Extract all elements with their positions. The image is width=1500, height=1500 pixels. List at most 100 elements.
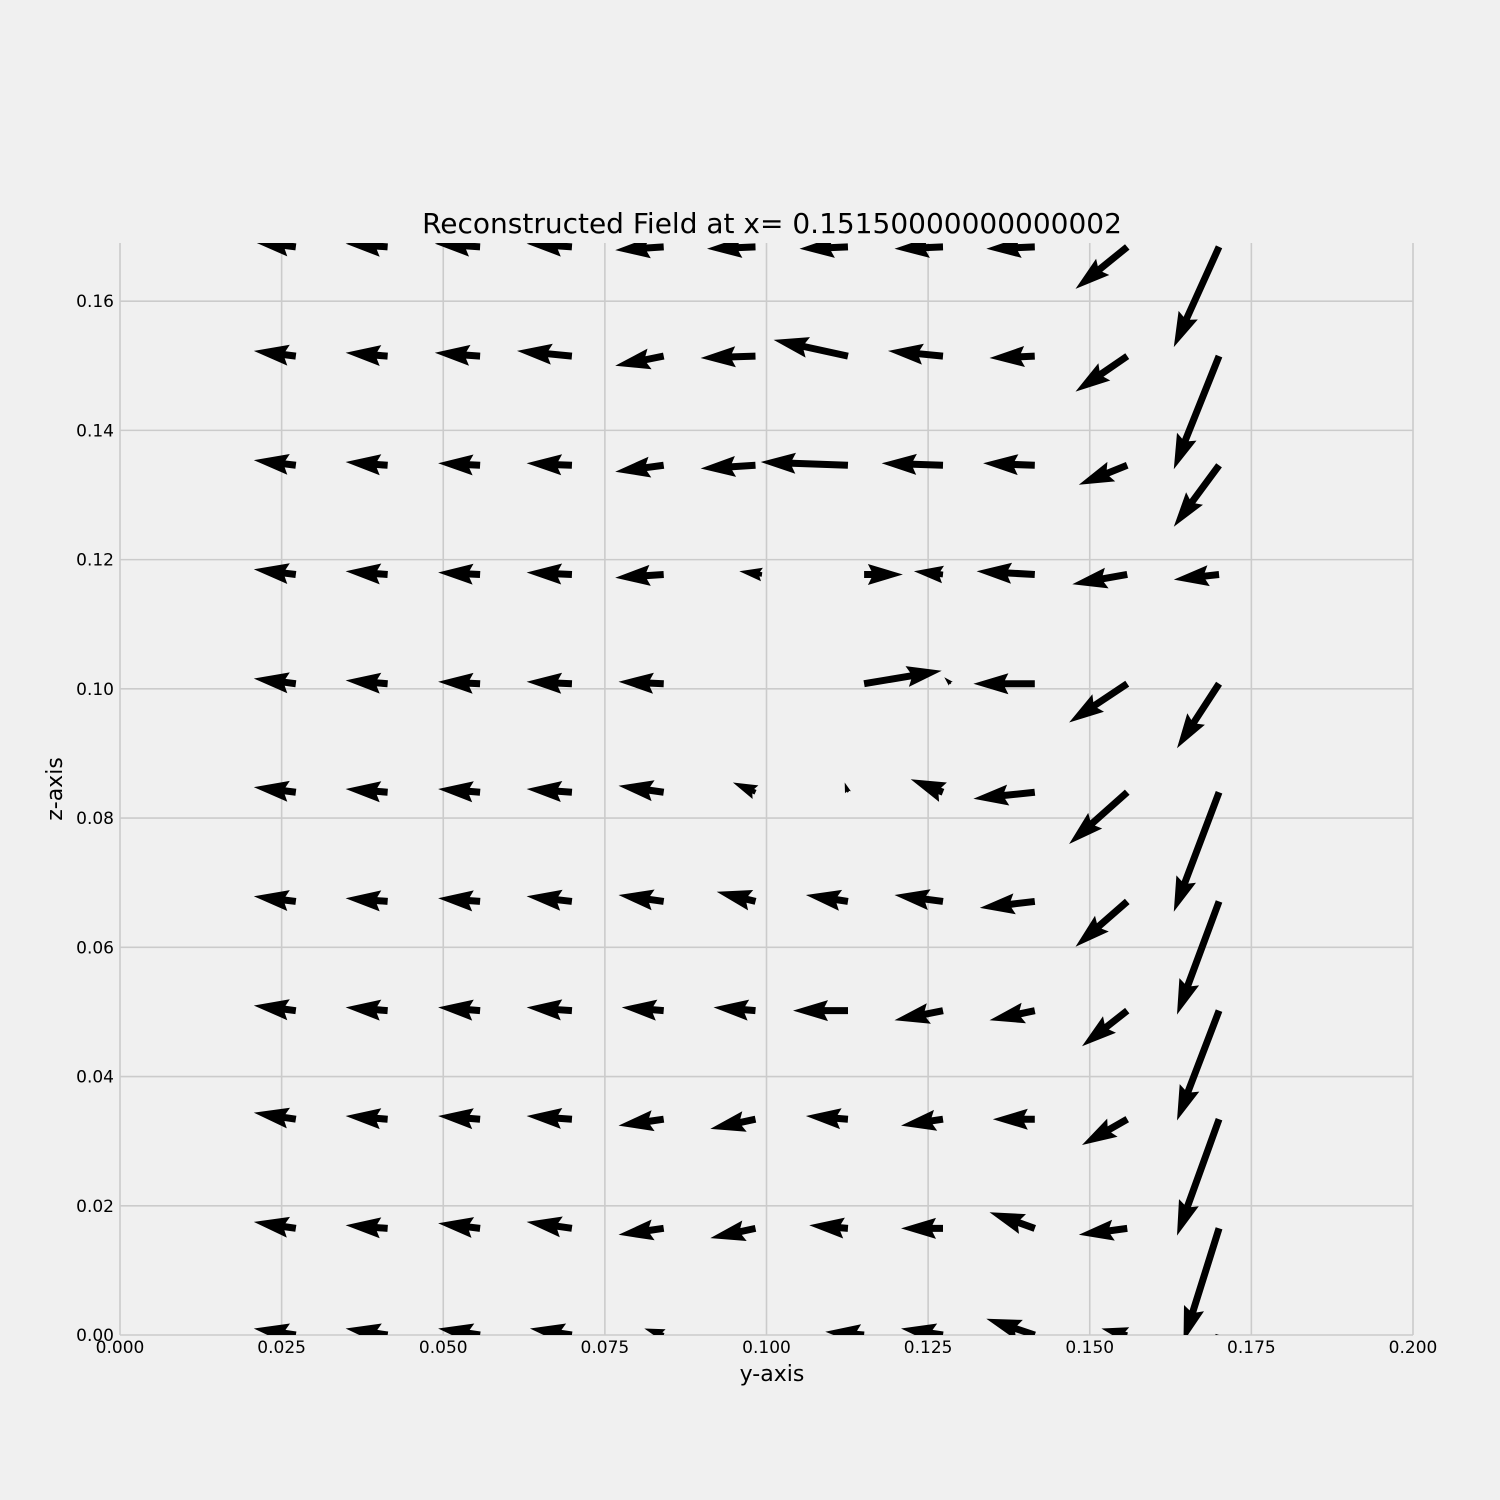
field-arrow [526, 243, 573, 257]
field-arrow [434, 243, 481, 257]
field-arrow [253, 780, 297, 802]
field-arrow [1177, 1118, 1223, 1236]
field-arrow [700, 346, 756, 368]
field-arrow [644, 1328, 666, 1335]
field-arrow [739, 567, 763, 582]
field-arrow [438, 563, 481, 585]
field-arrow [799, 243, 849, 258]
field-arrow [901, 1323, 944, 1335]
field-arrow [1082, 1116, 1129, 1145]
field-arrow [438, 672, 481, 694]
field-arrow [825, 1324, 865, 1335]
field-arrow [979, 893, 1036, 915]
tick-labels: 0.000 0.025 0.050 0.075 0.100 0.125 0.150 0.175… [76, 292, 1437, 1358]
field-arrow [1072, 567, 1128, 589]
x-axis-label: y-axis [740, 1362, 805, 1387]
field-arrow [345, 454, 388, 476]
field-arrow [710, 1111, 757, 1132]
y-tick-label: 0.12 [76, 551, 114, 571]
field-arrow [526, 1216, 573, 1238]
field-arrow [438, 890, 481, 912]
field-arrow [345, 999, 388, 1021]
x-tick-label: 0.000 [96, 1338, 145, 1358]
x-tick-label: 0.175 [1227, 1338, 1276, 1358]
field-arrow [1177, 900, 1223, 1015]
chart-title: Reconstructed Field at x= 0.151500000000… [422, 207, 1122, 240]
field-arrow [345, 1108, 388, 1130]
field-arrow [1075, 353, 1130, 392]
x-tick-label: 0.100 [742, 1338, 791, 1358]
field-arrow [345, 1217, 388, 1239]
field-arrow [615, 564, 664, 586]
field-arrow [1215, 1333, 1220, 1335]
field-arrow [517, 343, 573, 365]
y-tick-label: 0.04 [76, 1068, 114, 1088]
field-arrow [345, 563, 388, 585]
field-arrow [1177, 1009, 1223, 1121]
field-arrow [1183, 1227, 1223, 1335]
field-arrow [438, 999, 481, 1021]
field-arrow [1069, 789, 1130, 844]
field-arrow [983, 454, 1035, 476]
field-arrow [345, 243, 388, 257]
field-arrow [793, 1000, 848, 1022]
x-tick-label: 0.125 [904, 1338, 953, 1358]
field-arrow [716, 890, 757, 911]
field-arrow [805, 1108, 849, 1130]
field-arrow [1173, 354, 1223, 470]
field-arrow [253, 890, 297, 911]
x-tick-label: 0.025 [257, 1338, 306, 1358]
field-arrow [1101, 1327, 1130, 1335]
field-arrow [710, 1220, 757, 1241]
field-arrow [621, 999, 664, 1021]
field-arrow [253, 672, 297, 694]
field-arrow [809, 1217, 849, 1239]
field-arrow [844, 782, 851, 794]
field-arrow [976, 562, 1035, 584]
field-arrow [345, 781, 388, 803]
field-arrow [615, 456, 665, 478]
field-arrow [1075, 244, 1130, 289]
field-arrow [526, 672, 573, 694]
field-arrow [989, 346, 1035, 367]
field-arrow [618, 780, 665, 802]
field-arrow [438, 454, 481, 476]
field-arrow [992, 1108, 1035, 1130]
x-tick-label: 0.050 [419, 1338, 468, 1358]
field-arrow [986, 1318, 1036, 1335]
field-arrow [707, 243, 756, 258]
y-tick-label: 0.10 [76, 680, 114, 700]
field-arrow [618, 1219, 665, 1241]
field-arrow [986, 243, 1035, 258]
field-arrow [253, 563, 297, 584]
field-arrow [805, 889, 849, 911]
field-arrow [615, 243, 664, 259]
field-arrow [615, 348, 665, 370]
field-arrow [253, 999, 297, 1021]
field-arrow [973, 673, 1035, 695]
field-arrow [438, 781, 481, 803]
y-tick-label: 0.00 [76, 1326, 114, 1346]
field-arrow [253, 344, 297, 366]
y-tick-label: 0.02 [76, 1197, 114, 1217]
field-arrow [529, 1323, 573, 1335]
field-arrow [1173, 463, 1222, 527]
field-arrow [253, 1323, 297, 1335]
x-tick-label: 0.200 [1389, 1338, 1438, 1358]
field-arrow [732, 782, 759, 799]
field-arrow [773, 337, 849, 360]
field-arrow [526, 454, 573, 476]
x-tick-label: 0.075 [581, 1338, 630, 1358]
field-arrow [888, 343, 944, 365]
field-arrow [526, 1108, 573, 1129]
field-arrow [989, 1002, 1036, 1024]
field-arrow [256, 243, 297, 257]
field-arrow [864, 564, 903, 585]
field-arrow [894, 889, 944, 910]
field-arrow [1082, 1007, 1130, 1047]
field-arrow [1078, 461, 1129, 485]
field-arrow [1078, 1219, 1128, 1241]
field-arrow [863, 666, 942, 688]
field-arrow [526, 999, 573, 1021]
